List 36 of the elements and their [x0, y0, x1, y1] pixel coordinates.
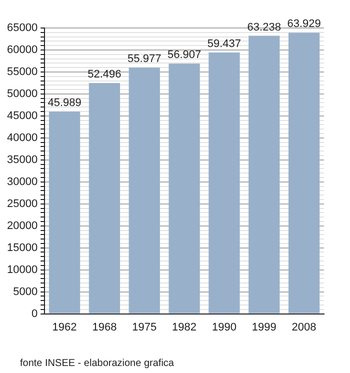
- data-label: 56.907: [167, 49, 202, 62]
- bar: [248, 36, 280, 314]
- y-tick-label: 10000: [6, 264, 38, 276]
- data-label: 55.977: [128, 53, 162, 66]
- x-tick-label: 1982: [172, 321, 197, 334]
- bar: [128, 68, 160, 314]
- x-tick-label: 1999: [252, 321, 276, 334]
- data-label: 59.437: [207, 38, 242, 50]
- x-tick-label: 2008: [292, 321, 316, 334]
- data-label: 45.989: [48, 97, 82, 110]
- x-tick-label: 1975: [132, 321, 157, 334]
- y-tick-label: 30000: [6, 176, 38, 188]
- bar: [208, 52, 240, 314]
- y-tick-label: 55000: [6, 66, 38, 78]
- y-tick-label: 65000: [6, 22, 38, 34]
- y-tick-label: 15000: [6, 242, 38, 254]
- y-tick-label: 60000: [6, 44, 38, 56]
- x-tick-label: 1968: [92, 321, 117, 334]
- x-tick-label: 1990: [212, 321, 236, 334]
- y-tick-label: 25000: [6, 198, 38, 210]
- source-note: fonte INSEE - elaborazione grafica: [20, 358, 174, 369]
- y-tick-label: 35000: [6, 154, 38, 166]
- bar: [48, 112, 80, 314]
- y-tick-label: 20000: [6, 220, 38, 232]
- x-tick-label: 1962: [52, 321, 77, 334]
- data-label: 52.496: [88, 68, 122, 81]
- bar: [288, 32, 320, 314]
- y-tick-label: 50000: [6, 88, 38, 100]
- y-tick-label: 45000: [6, 110, 38, 122]
- y-tick-label: 40000: [6, 132, 38, 144]
- data-label: 63.238: [247, 21, 281, 34]
- y-tick-label: 0: [31, 308, 38, 320]
- bar: [168, 64, 200, 314]
- data-label: 63.929: [287, 18, 321, 30]
- bar: [88, 82, 120, 314]
- y-tick-label: 5000: [13, 286, 38, 298]
